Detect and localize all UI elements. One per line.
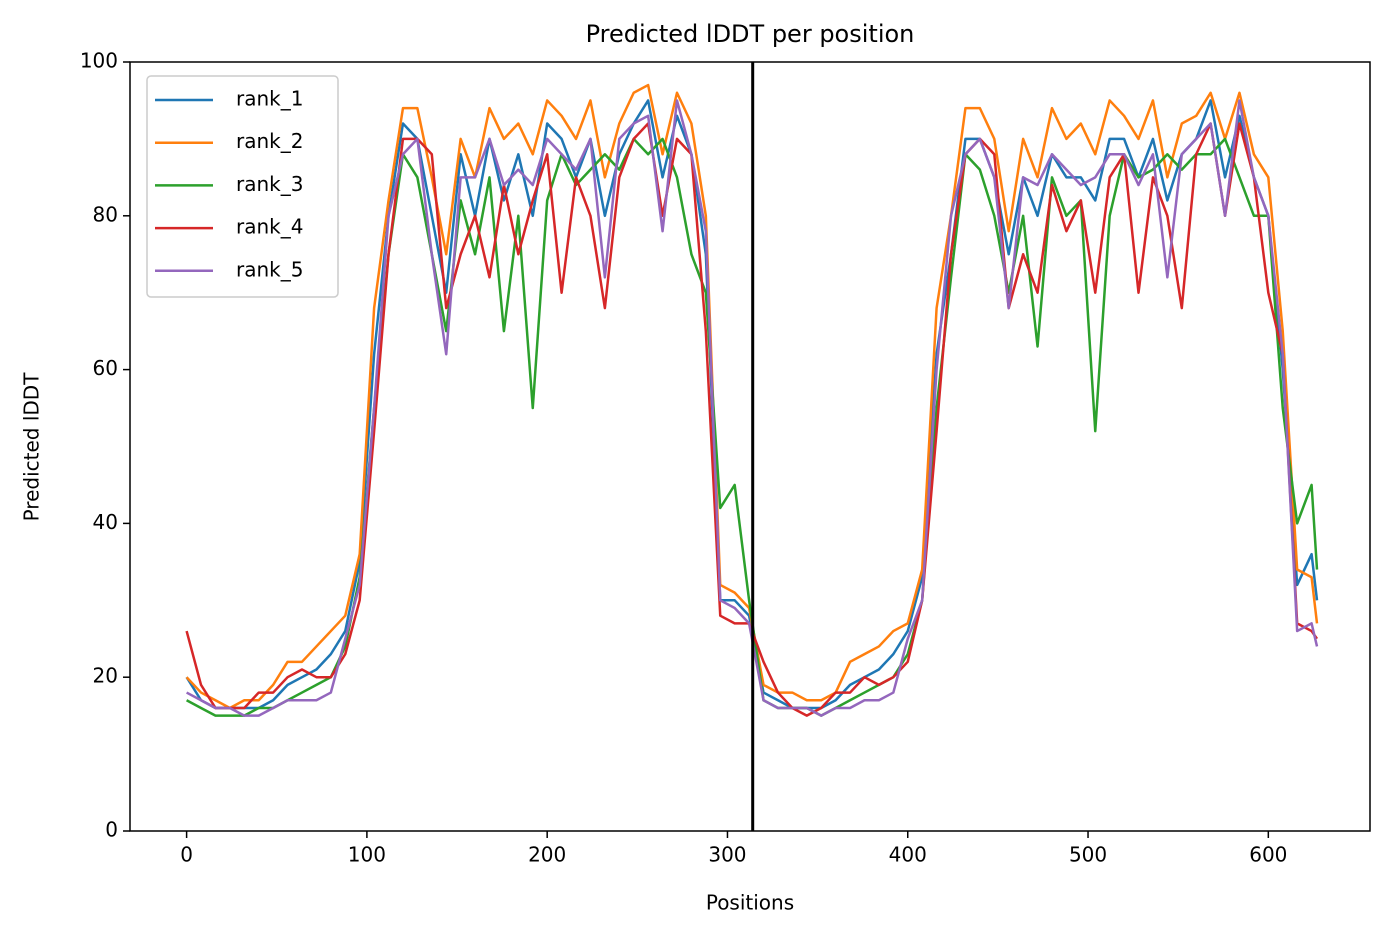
series-line (185, 122, 1319, 717)
legend-label: rank_2 (236, 129, 303, 153)
legend-label: rank_3 (236, 172, 303, 196)
legend-label: rank_1 (236, 87, 303, 111)
legend-box (146, 75, 339, 298)
x-tick-label: 600 (1249, 843, 1287, 867)
y-tick-label: 40 (93, 510, 118, 534)
legend-label: rank_5 (236, 257, 303, 281)
x-tick-label: 500 (1069, 843, 1107, 867)
y-tick-label: 60 (93, 356, 118, 380)
chart-title: Predicted lDDT per position (586, 20, 915, 48)
x-axis-label: Positions (706, 891, 794, 915)
y-tick-label: 0 (105, 818, 118, 842)
x-tick-label: 300 (708, 843, 746, 867)
x-tick-label: 200 (528, 843, 566, 867)
y-axis-label: Predicted lDDT (20, 372, 44, 522)
x-tick-label: 400 (889, 843, 927, 867)
legend-label: rank_4 (236, 215, 303, 239)
y-tick-label: 100 (80, 49, 118, 73)
plot-frame (129, 61, 1371, 832)
x-tick-label: 0 (180, 843, 193, 867)
y-tick-label: 80 (93, 202, 118, 226)
y-tick-label: 20 (93, 664, 118, 688)
series-line (186, 99, 1319, 717)
x-tick-label: 100 (348, 843, 386, 867)
